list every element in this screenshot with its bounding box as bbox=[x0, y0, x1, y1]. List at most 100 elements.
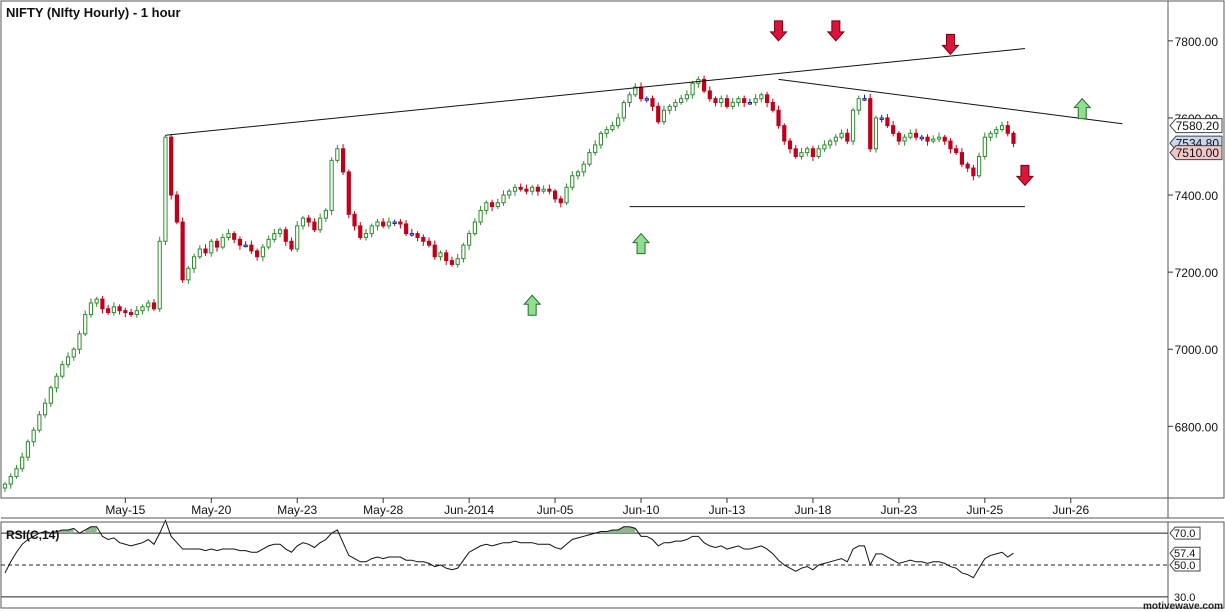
candle-body bbox=[822, 144, 827, 150]
price-tick-label: 7200.00 bbox=[1175, 266, 1219, 280]
candle-body bbox=[679, 98, 684, 104]
candle-body bbox=[48, 387, 53, 404]
candle-body bbox=[306, 217, 311, 223]
candle-body bbox=[988, 132, 993, 138]
candle-body bbox=[128, 312, 134, 316]
candle-body bbox=[226, 233, 231, 238]
rsi-level-label: 30.0 bbox=[1174, 592, 1195, 604]
candle-body bbox=[249, 244, 254, 252]
candle-body bbox=[742, 98, 747, 104]
candle-body bbox=[169, 136, 174, 196]
candle-body bbox=[862, 98, 867, 101]
candle-body bbox=[501, 194, 506, 204]
candle-body bbox=[83, 314, 88, 335]
candle-body bbox=[507, 190, 512, 196]
candle-body bbox=[54, 375, 59, 389]
arrow-down-icon bbox=[826, 20, 845, 42]
candle-body bbox=[925, 136, 930, 142]
candle-body bbox=[340, 148, 346, 173]
candle-body bbox=[94, 298, 99, 304]
candle-body bbox=[512, 186, 518, 192]
rsi-current-label: 57.4 bbox=[1174, 548, 1195, 560]
candle-body bbox=[633, 86, 638, 96]
candle-body bbox=[455, 258, 460, 265]
candle-body bbox=[810, 148, 816, 157]
candle-body bbox=[111, 306, 116, 314]
candle-body bbox=[845, 132, 850, 142]
candle-body bbox=[415, 233, 420, 238]
candle-body bbox=[879, 117, 884, 120]
candle-body bbox=[232, 233, 237, 240]
price-label-tag bbox=[1169, 145, 1223, 161]
candle-body bbox=[942, 136, 947, 142]
candle-body bbox=[489, 202, 495, 208]
candle-body bbox=[65, 356, 71, 366]
candle-body bbox=[209, 240, 214, 254]
candle-body bbox=[180, 221, 185, 281]
candle-body bbox=[977, 155, 982, 177]
price-tick-label: 7000.00 bbox=[1175, 343, 1219, 357]
candle-body bbox=[214, 240, 220, 248]
candle-body bbox=[277, 229, 283, 235]
candle-body bbox=[873, 117, 879, 150]
candle-body bbox=[902, 136, 907, 142]
candle-body bbox=[323, 209, 328, 219]
time-tick-label: May-23 bbox=[277, 503, 317, 517]
candle-body bbox=[684, 94, 689, 100]
candle-body bbox=[106, 308, 111, 314]
candle-body bbox=[335, 148, 340, 161]
candle-body bbox=[736, 98, 741, 104]
candle-body bbox=[88, 302, 94, 316]
price-label-tag bbox=[1169, 118, 1223, 134]
candle-body bbox=[43, 402, 48, 416]
candle-body bbox=[839, 132, 844, 138]
candle-body bbox=[816, 148, 821, 157]
candle-body bbox=[404, 223, 409, 235]
candle-body bbox=[891, 125, 896, 134]
candle-body bbox=[352, 213, 357, 227]
candle-body bbox=[547, 188, 552, 192]
rsi-level-tag bbox=[1169, 526, 1201, 540]
time-tick-label: Jun-18 bbox=[795, 503, 832, 517]
candle-body bbox=[283, 229, 288, 242]
candle-body bbox=[421, 236, 426, 242]
candle-body bbox=[673, 102, 678, 107]
candle-body bbox=[2, 483, 8, 489]
candle-body bbox=[369, 225, 374, 235]
candle-body bbox=[157, 240, 162, 310]
price-tick-label: 7800.00 bbox=[1175, 35, 1219, 49]
candle-body bbox=[621, 102, 626, 119]
candle-body bbox=[701, 78, 707, 92]
time-tick-label: Jun-26 bbox=[1052, 503, 1089, 517]
candle-body bbox=[656, 105, 661, 123]
candle-body bbox=[931, 138, 936, 142]
rsi-panel-frame bbox=[0, 521, 1225, 609]
candle-body bbox=[186, 267, 191, 281]
candle-body bbox=[690, 82, 695, 96]
candle-body bbox=[71, 348, 76, 358]
candle-body bbox=[318, 217, 323, 231]
candle-body bbox=[593, 144, 598, 154]
candle-body bbox=[151, 302, 157, 310]
candle-body bbox=[724, 98, 730, 107]
candle-body bbox=[174, 194, 180, 223]
candle-body bbox=[707, 90, 712, 100]
candle-body bbox=[936, 136, 942, 140]
candle-body bbox=[358, 225, 363, 238]
candle-body bbox=[616, 117, 621, 127]
candle-body bbox=[220, 236, 225, 248]
candle-body bbox=[438, 252, 443, 258]
candle-body bbox=[100, 298, 105, 310]
candle-body bbox=[908, 132, 913, 138]
candle-body bbox=[495, 202, 500, 208]
time-tick-label: Jun-25 bbox=[966, 503, 1003, 517]
rsi-overbought-fill bbox=[85, 526, 97, 534]
candle-body bbox=[1005, 125, 1010, 134]
rsi-level-label: 70.0 bbox=[1174, 528, 1195, 540]
candle-body bbox=[255, 250, 260, 258]
candle-body bbox=[954, 148, 959, 154]
candle-body bbox=[919, 136, 924, 140]
candle-body bbox=[570, 175, 575, 188]
candle-body bbox=[77, 333, 82, 350]
time-tick-label: Jun-23 bbox=[881, 503, 918, 517]
